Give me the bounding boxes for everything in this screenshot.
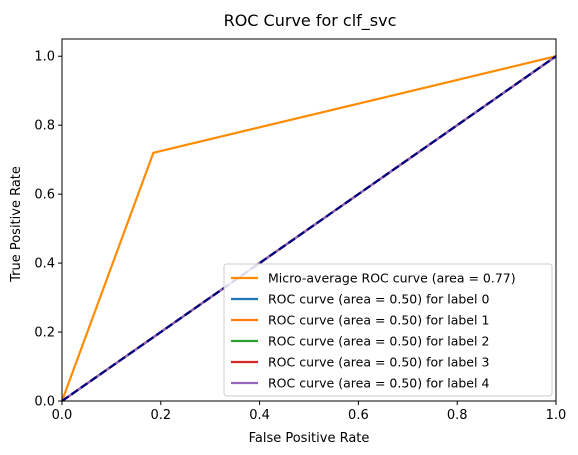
legend-label-5: ROC curve (area = 0.50) for label 4 (268, 376, 489, 391)
x-tick-label-5: 1.0 (546, 408, 567, 423)
legend-box (223, 263, 553, 397)
legend-label-1: ROC curve (area = 0.50) for label 0 (268, 292, 489, 307)
y-tick-label-4: 0.8 (34, 119, 55, 134)
legend-label-4: ROC curve (area = 0.50) for label 3 (268, 355, 489, 370)
x-tick-label-0: 0.0 (52, 408, 73, 423)
axes-frame (61, 38, 557, 402)
y-tick-label-1: 0.2 (34, 326, 55, 341)
legend-label-0: Micro-average ROC curve (area = 0.77) (268, 271, 516, 286)
x-axis-label: False Positive Rate (249, 431, 370, 446)
reference-diagonal-line (61, 55, 557, 402)
x-tick-label-4: 0.8 (447, 408, 468, 423)
series-line-0 (60, 55, 557, 402)
x-tick-label-1: 0.2 (150, 408, 171, 423)
x-tick-label-2: 0.4 (249, 408, 270, 423)
y-tick-label-2: 0.4 (34, 257, 55, 272)
y-tick-label-5: 1.0 (34, 50, 55, 65)
y-tick-label-0: 0.0 (34, 395, 55, 410)
y-axis-label: True Positive Rate (9, 166, 24, 283)
plot-area: 0.0 0.2 0.4 0.6 0.8 1.0 0.0 0.2 0.4 0.6 0.8 1.0 Micr… (34, 38, 567, 423)
legend-label-3: ROC curve (area = 0.50) for label 2 (268, 334, 489, 349)
legend-label-2: ROC curve (area = 0.50) for label 1 (268, 313, 489, 328)
chart-title: ROC Curve for clf_svc (224, 11, 397, 31)
x-tick-label-3: 0.6 (348, 408, 369, 423)
y-tick-label-3: 0.6 (34, 188, 55, 203)
